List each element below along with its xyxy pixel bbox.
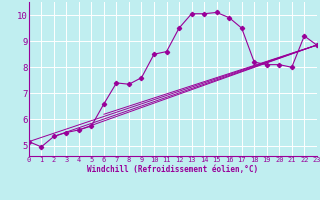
X-axis label: Windchill (Refroidissement éolien,°C): Windchill (Refroidissement éolien,°C) bbox=[87, 165, 258, 174]
